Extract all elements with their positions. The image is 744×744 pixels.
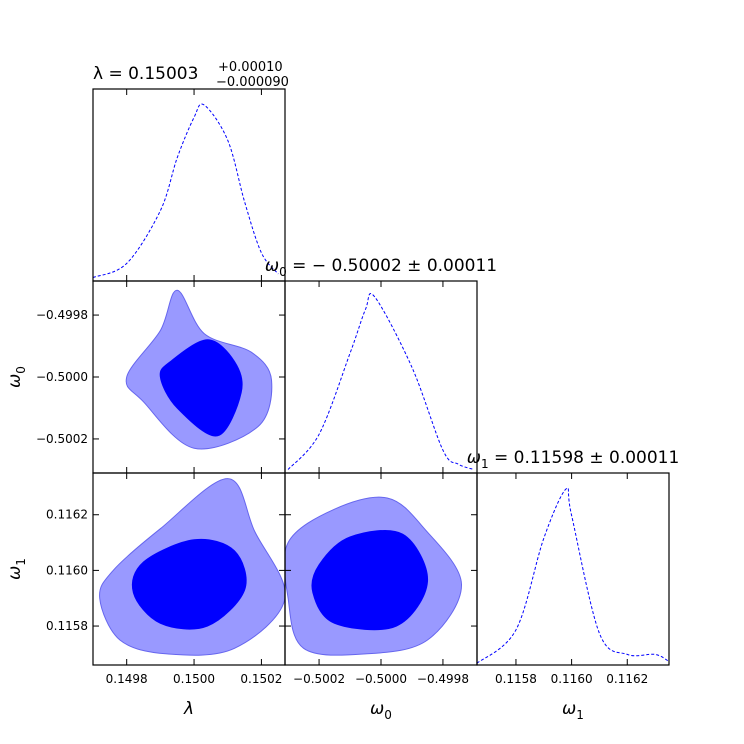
y-tick-label: −0.4998 [36,308,88,322]
x-tick-label: 0.1502 [240,672,282,686]
x-tick-label: 0.1498 [106,672,148,686]
panel-frame-2-2 [476,472,670,666]
y-tick-label: 0.1160 [46,563,88,577]
y-tick-label: −0.5002 [36,432,88,446]
title-lambda: λ = 0.15003 [93,64,198,84]
y-tick-label: −0.5000 [36,370,88,384]
title-value: = 0.11598 ± 0.00011 [489,448,680,468]
x-tick-label: −0.5000 [355,672,407,686]
title-subscript: 1 [481,457,489,471]
x-tick-label: −0.5002 [293,672,345,686]
marginal-curve-1 [287,293,475,470]
y-tick-label: 0.1158 [46,619,88,633]
y-axis-label-1: ω0 [5,366,28,388]
axis-label-subscript: 0 [14,366,28,374]
contour-68-region [159,339,243,437]
title-lambda-sub: −0.000090 [216,75,289,90]
axis-label-subscript: 0 [384,708,392,722]
x-tick-label: 0.1162 [606,672,648,686]
text-layer: 0.1498 0.1500 0.1502 λ −0.5002 −0.5000 −0.4998… [5,60,679,722]
x-tick-label: 0.1158 [495,672,537,686]
marginal-layer [92,103,670,664]
title-lambda-sup: +0.00010 [218,60,283,75]
x-tick-label: −0.4998 [417,672,469,686]
title-value: = − 0.50002 ± 0.00011 [287,256,497,276]
y-axis-label-2: ω1 [5,558,28,580]
x-tick-label: 0.1160 [551,672,593,686]
title-omega-0: ω0 = − 0.50002 ± 0.00011 [265,256,497,279]
panel-frame-1-1 [284,280,478,474]
marginal-curve-0 [92,103,279,278]
marginal-curve-2 [476,487,670,664]
title-subscript: 0 [279,265,287,279]
x-axis-label-0: λ [183,699,194,719]
x-axis-label-2: ω1 [562,699,584,722]
x-axis-label-1: ω0 [370,699,392,722]
axis-label-subscript: 1 [14,558,28,566]
tick-layer [93,89,628,665]
panel-frame-0-0 [92,88,286,282]
contour-panel-1-2 [285,496,463,656]
y-tick-label: 0.1162 [46,508,88,522]
contour-panel-0-1 [125,289,273,450]
contour-68-region [131,538,247,630]
contour-layer [99,289,463,656]
x-tick-label: 0.1500 [173,672,215,686]
title-symbol: ω [467,448,481,468]
title-omega-1: ω1 = 0.11598 ± 0.00011 [467,448,680,471]
contour-panel-0-2 [99,478,285,656]
axis-label-subscript: 1 [576,708,584,722]
contour-68-region [311,529,429,631]
title-symbol: ω [265,256,279,276]
